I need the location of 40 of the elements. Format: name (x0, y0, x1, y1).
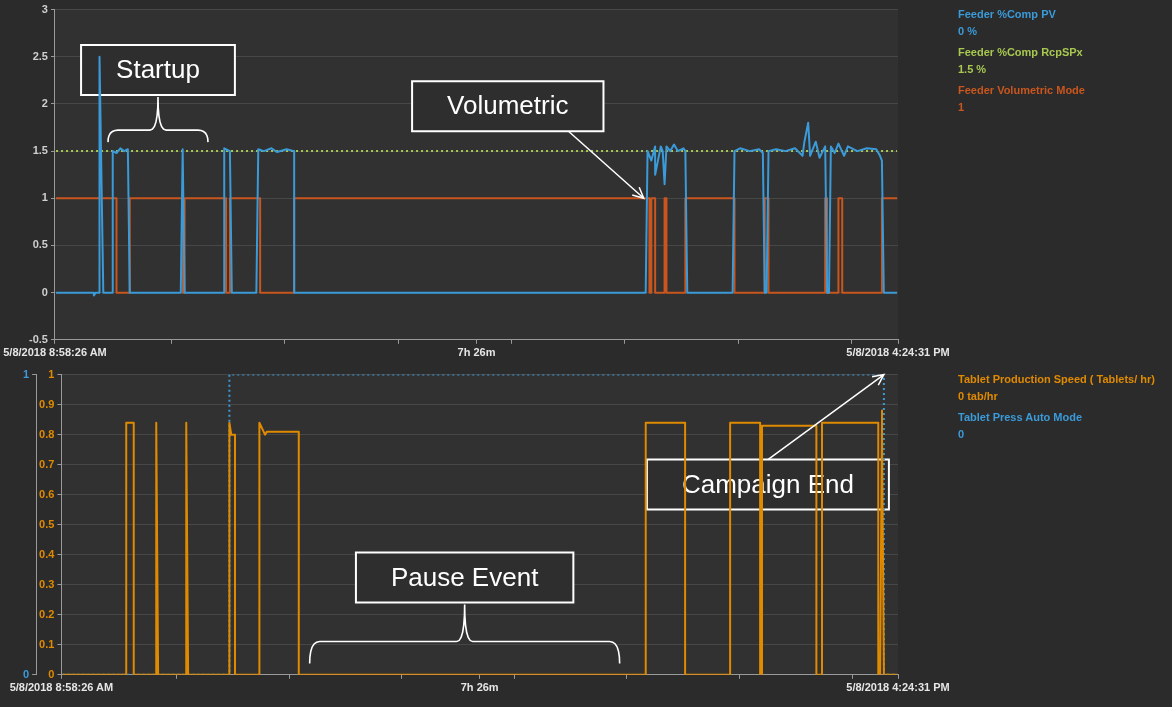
y-tick-label: 0 (41, 285, 48, 298)
x-tick-label: 7h 26m (457, 346, 496, 359)
y-tick-label: 0.1 (39, 637, 55, 650)
y-tick-label: 3 (41, 2, 48, 15)
y-tick-label: 0 (48, 667, 55, 680)
text: 0 tab/hr (958, 389, 999, 404)
text: Tablet Production Speed ( Tablets/ hr) (958, 372, 1156, 387)
annotation: Startup (116, 54, 200, 85)
text: Tablet Press Auto Mode (958, 410, 1084, 425)
text: 0 % (958, 24, 978, 39)
y-tick-label: 0.4 (39, 547, 56, 560)
x-tick-label: 5/8/2018 8:58:26 AM (3, 346, 107, 359)
y-tick-label: 1.5 (32, 144, 48, 157)
y-tick-label: 1 (48, 367, 55, 380)
x-tick-label: 5/8/2018 4:24:31 PM (846, 681, 950, 694)
y-tick-label: 0.9 (39, 397, 55, 410)
y-tick-label: 0.6 (39, 487, 55, 500)
x-tick-label: 5/8/2018 8:58:26 AM (9, 681, 114, 694)
annotation: Pause Event (390, 561, 540, 592)
y2-tick-label: 1 (22, 367, 30, 380)
x-tick-label: 5/8/2018 4:24:31 PM (846, 346, 950, 359)
text: Feeder %Comp RcpSPx (958, 45, 1084, 60)
text: 0 (958, 427, 966, 442)
y-tick-label: 1 (41, 191, 48, 204)
text: Feeder Volumetric Mode (958, 83, 1086, 98)
y-tick-label: -0.5 (29, 332, 48, 345)
y-tick-label: 0.5 (39, 517, 55, 530)
y-tick-label: 2.5 (32, 49, 48, 62)
y-tick-label: 0.8 (39, 427, 55, 440)
annotation: Volumetric (447, 90, 569, 121)
y-tick-label: 2 (41, 96, 48, 109)
text: 1.5 % (958, 62, 988, 77)
x-tick-label: 7h 26m (460, 681, 499, 694)
y2-tick-label: 0 (22, 667, 30, 680)
y-tick-label: 0.2 (39, 607, 55, 620)
y-tick-label: 0.5 (32, 238, 48, 251)
y-tick-label: 0.7 (39, 457, 55, 470)
y-tick-label: 0.3 (39, 577, 55, 590)
text: Feeder %Comp PV (958, 7, 1057, 22)
text: 1 (958, 100, 966, 115)
